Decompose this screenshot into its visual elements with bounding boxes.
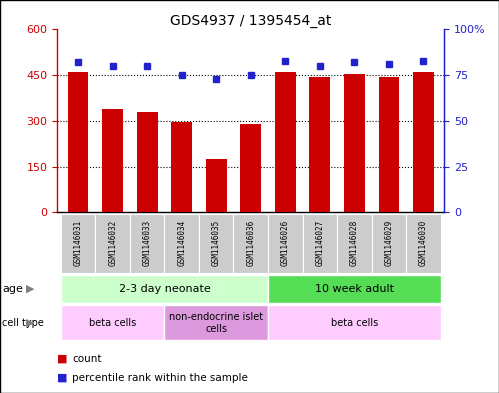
Bar: [268, 305, 441, 340]
Bar: [413, 72, 434, 212]
Text: percentile rank within the sample: percentile rank within the sample: [72, 373, 248, 383]
Text: ■: ■: [57, 354, 68, 364]
Bar: [130, 214, 165, 273]
Text: GSM1146036: GSM1146036: [246, 219, 255, 266]
Text: GSM1146033: GSM1146033: [143, 219, 152, 266]
Bar: [102, 108, 123, 212]
Text: count: count: [72, 354, 102, 364]
Bar: [234, 214, 268, 273]
Text: ▶: ▶: [26, 318, 34, 328]
Bar: [95, 214, 130, 273]
Text: GSM1146026: GSM1146026: [281, 219, 290, 266]
Bar: [199, 214, 234, 273]
Text: beta cells: beta cells: [331, 318, 378, 328]
Bar: [379, 77, 399, 212]
Text: GSM1146032: GSM1146032: [108, 219, 117, 266]
Text: GSM1146029: GSM1146029: [384, 219, 393, 266]
Text: non-endocrine islet
cells: non-endocrine islet cells: [169, 312, 263, 334]
Text: GSM1146030: GSM1146030: [419, 219, 428, 266]
Bar: [206, 159, 227, 212]
Bar: [406, 214, 441, 273]
Bar: [61, 214, 95, 273]
Bar: [61, 305, 165, 340]
Text: beta cells: beta cells: [89, 318, 136, 328]
Bar: [61, 275, 268, 303]
Text: ▶: ▶: [26, 284, 34, 294]
Bar: [275, 72, 295, 212]
Bar: [171, 122, 192, 212]
Text: 10 week adult: 10 week adult: [315, 284, 394, 294]
Bar: [268, 275, 441, 303]
Bar: [137, 112, 158, 212]
Text: ■: ■: [57, 373, 68, 383]
Bar: [309, 77, 330, 212]
Text: GSM1146034: GSM1146034: [177, 219, 186, 266]
Bar: [344, 73, 365, 212]
Title: GDS4937 / 1395454_at: GDS4937 / 1395454_at: [170, 15, 331, 28]
Text: GSM1146028: GSM1146028: [350, 219, 359, 266]
Bar: [68, 72, 88, 212]
Bar: [165, 305, 268, 340]
Text: GSM1146031: GSM1146031: [73, 219, 83, 266]
Text: 2-3 day neonate: 2-3 day neonate: [119, 284, 210, 294]
Bar: [372, 214, 406, 273]
Text: age: age: [2, 284, 23, 294]
Bar: [268, 214, 302, 273]
Text: cell type: cell type: [2, 318, 44, 328]
Bar: [337, 214, 372, 273]
Bar: [302, 214, 337, 273]
Bar: [165, 214, 199, 273]
Bar: [241, 124, 261, 212]
Text: GSM1146027: GSM1146027: [315, 219, 324, 266]
Text: GSM1146035: GSM1146035: [212, 219, 221, 266]
